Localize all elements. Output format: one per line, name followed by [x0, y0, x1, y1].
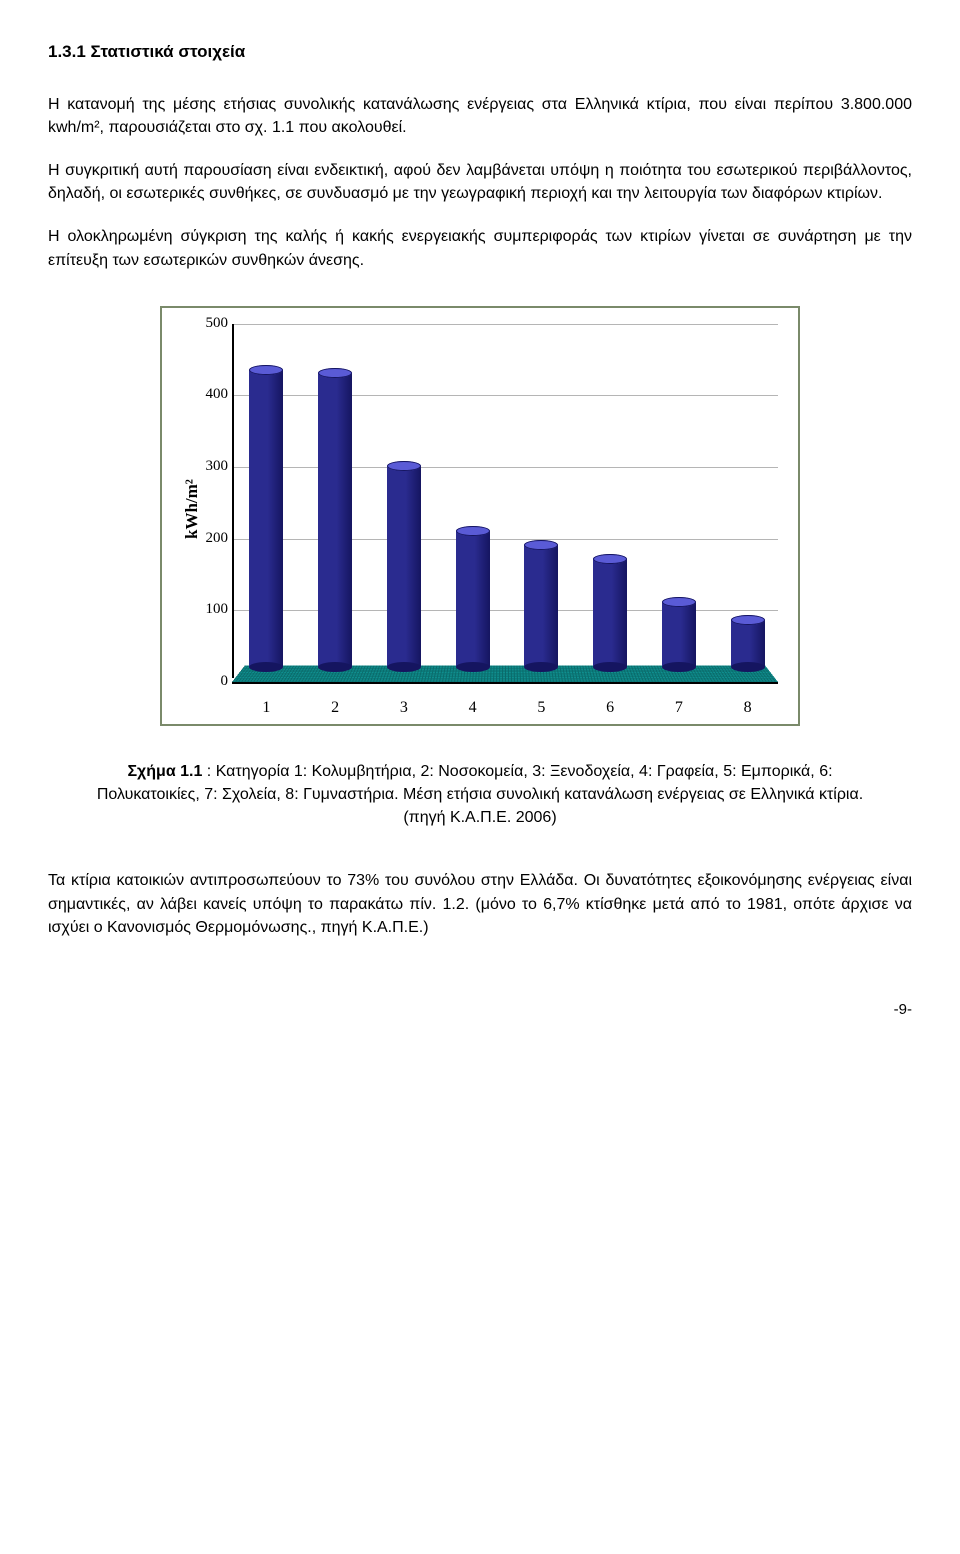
x-tick-label: 1 — [262, 696, 270, 719]
y-axis-line — [232, 324, 234, 678]
gridline — [232, 610, 778, 611]
paragraph-3: Η ολοκληρωμένη σύγκριση της καλής ή κακή… — [48, 225, 912, 271]
y-tick-label: 100 — [190, 599, 228, 621]
bar — [524, 540, 558, 672]
chart-container: kWh/m²010020030040050012345678 — [160, 306, 800, 726]
page-number: -9- — [48, 999, 912, 1021]
y-tick-label: 400 — [190, 384, 228, 406]
gridline — [232, 395, 778, 396]
figure-caption: Σχήμα 1.1 : Κατηγορία 1: Κολυμβητήρια, 2… — [78, 760, 882, 830]
paragraph-4: Τα κτίρια κατοικιών αντιπροσωπεύουν το 7… — [48, 869, 912, 939]
bar-chart: kWh/m²010020030040050012345678 — [160, 306, 800, 726]
figure-caption-text: : Κατηγορία 1: Κολυμβητήρια, 2: Νοσοκομε… — [97, 763, 863, 826]
section-heading: 1.3.1 Στατιστικά στοιχεία — [48, 40, 912, 65]
gridline — [232, 324, 778, 325]
x-axis-line — [232, 682, 778, 684]
bar — [731, 615, 765, 672]
y-tick-label: 200 — [190, 528, 228, 550]
x-tick-label: 2 — [331, 696, 339, 719]
x-tick-label: 6 — [606, 696, 614, 719]
gridline — [232, 539, 778, 540]
paragraph-2: Η συγκριτική αυτή παρουσίαση είναι ενδει… — [48, 159, 912, 205]
x-tick-label: 7 — [675, 696, 683, 719]
x-tick-label: 4 — [469, 696, 477, 719]
x-tick-label: 5 — [537, 696, 545, 719]
bar — [662, 597, 696, 671]
x-tick-label: 3 — [400, 696, 408, 719]
bar — [593, 554, 627, 671]
y-tick-label: 300 — [190, 456, 228, 478]
bar — [249, 365, 283, 672]
gridline — [232, 467, 778, 468]
y-tick-label: 0 — [190, 671, 228, 693]
paragraph-1: Η κατανομή της μέσης ετήσιας συνολικής κ… — [48, 93, 912, 139]
bar — [318, 368, 352, 672]
y-tick-label: 500 — [190, 313, 228, 335]
chart-floor — [232, 665, 778, 681]
x-tick-label: 8 — [744, 696, 752, 719]
bar — [456, 526, 490, 672]
figure-caption-lead: Σχήμα 1.1 — [127, 763, 202, 780]
bar — [387, 461, 421, 671]
